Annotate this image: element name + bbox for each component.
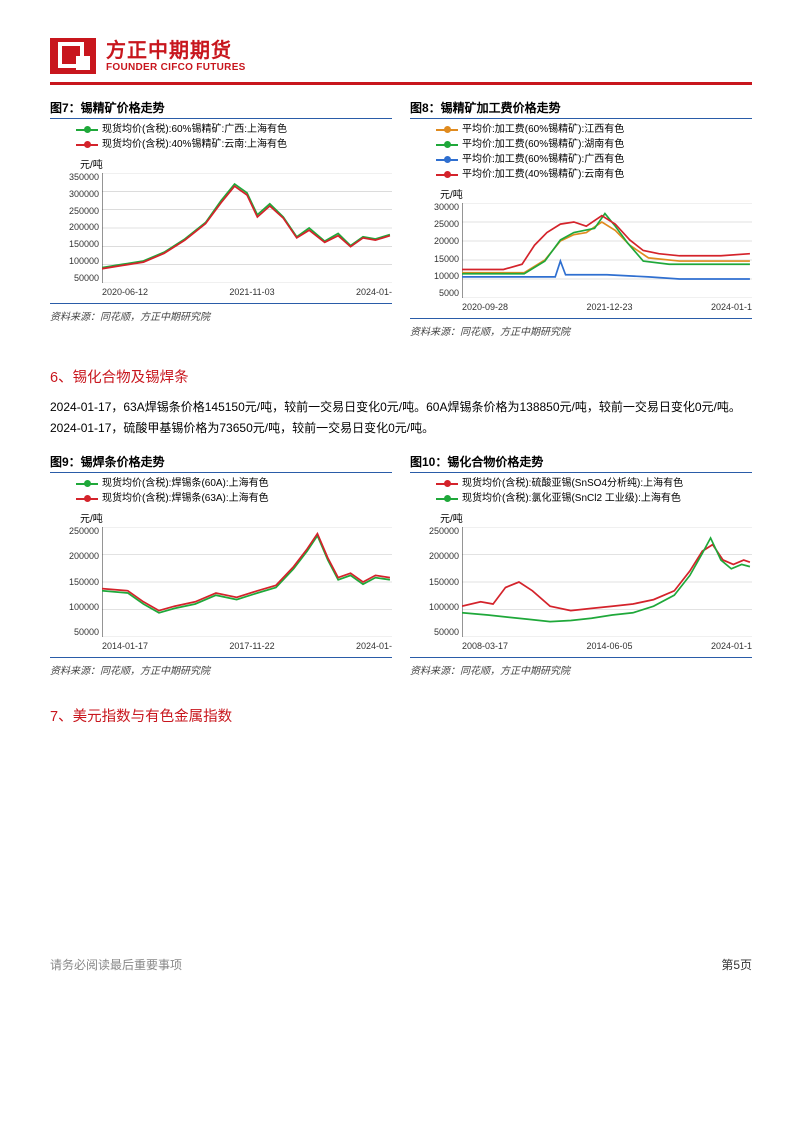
section-6-title: 6、锡化合物及锡焊条 — [50, 366, 752, 387]
fig10-legend: 现货均价(含税):硫酸亚锡(SnSO4分析纯):上海有色 现货均价(含税):氯化… — [410, 476, 752, 506]
header-divider — [50, 82, 752, 85]
fig10-legend-0: 现货均价(含税):硫酸亚锡(SnSO4分析纯):上海有色 — [462, 476, 683, 491]
fig8-title: 图8：锡精矿加工费价格走势 — [410, 99, 752, 116]
fig8-xaxis: 2020-09-282021-12-232024-01-1 — [410, 298, 752, 318]
fig7-legend-0: 现货均价(含税):60%锡精矿:广西:上海有色 — [102, 122, 287, 137]
figure-8: 图8：锡精矿加工费价格走势 平均价:加工费(60%锡精矿):江西有色 平均价:加… — [410, 99, 752, 356]
fig9-legend-1: 现货均价(含税):焊锡条(63A):上海有色 — [102, 491, 269, 506]
section-6-p1: 2024-01-17，63A焊锡条价格145150元/吨，较前一交易日变化0元/… — [50, 397, 752, 418]
footer-disclaimer: 请务必阅读最后重要事项 — [50, 956, 182, 973]
fig9-plot — [102, 527, 392, 637]
fig7-ylabel: 元/吨 — [50, 156, 392, 171]
fig8-legend-2: 平均价:加工费(60%锡精矿):广西有色 — [462, 152, 624, 167]
logo-cn: 方正中期期货 — [106, 40, 246, 62]
fig10-plot — [462, 527, 752, 637]
fig10-yaxis: 25000020000015000010000050000 — [410, 527, 462, 637]
figure-9: 图9：锡焊条价格走势 现货均价(含税):焊锡条(60A):上海有色 现货均价(含… — [50, 453, 392, 695]
section-6-body: 2024-01-17，63A焊锡条价格145150元/吨，较前一交易日变化0元/… — [50, 397, 752, 439]
fig7-title: 图7：锡精矿价格走势 — [50, 99, 392, 116]
footer-pagenum: 第5页 — [721, 956, 752, 973]
fig10-xaxis: 2008-03-172014-06-052024-01-1 — [410, 637, 752, 657]
fig7-legend: 现货均价(含税):60%锡精矿:广西:上海有色 现货均价(含税):40%锡精矿:… — [50, 122, 392, 152]
fig7-xaxis: 2020-06-122021-11-032024-01- — [50, 283, 392, 303]
fig9-yaxis: 25000020000015000010000050000 — [50, 527, 102, 637]
fig8-legend-0: 平均价:加工费(60%锡精矿):江西有色 — [462, 122, 624, 137]
fig9-legend-0: 现货均价(含税):焊锡条(60A):上海有色 — [102, 476, 269, 491]
fig9-title: 图9：锡焊条价格走势 — [50, 453, 392, 470]
figure-7: 图7：锡精矿价格走势 现货均价(含税):60%锡精矿:广西:上海有色 现货均价(… — [50, 99, 392, 356]
fig10-source: 资料来源：同花顺，方正中期研究院 — [410, 662, 752, 677]
fig7-source: 资料来源：同花顺，方正中期研究院 — [50, 308, 392, 323]
fig7-plot — [102, 173, 392, 283]
fig8-ylabel: 元/吨 — [410, 186, 752, 201]
logo-text: 方正中期期货 FOUNDER CIFCO FUTURES — [106, 40, 246, 73]
fig10-ylabel: 元/吨 — [410, 510, 752, 525]
fig8-legend-3: 平均价:加工费(40%锡精矿):云南有色 — [462, 167, 624, 182]
fig8-legend: 平均价:加工费(60%锡精矿):江西有色 平均价:加工费(60%锡精矿):湖南有… — [410, 122, 752, 182]
fig10-legend-1: 现货均价(含税):氯化亚锡(SnCl2 工业级):上海有色 — [462, 491, 681, 506]
fig9-ylabel: 元/吨 — [50, 510, 392, 525]
fig9-xaxis: 2014-01-172017-11-222024-01- — [50, 637, 392, 657]
page-footer: 请务必阅读最后重要事项 第5页 — [50, 956, 752, 973]
logo-en: FOUNDER CIFCO FUTURES — [106, 62, 246, 73]
fig8-source: 资料来源：同花顺，方正中期研究院 — [410, 323, 752, 338]
fig8-plot — [462, 203, 752, 298]
logo-icon — [50, 38, 96, 74]
fig9-source: 资料来源：同花顺，方正中期研究院 — [50, 662, 392, 677]
fig8-legend-1: 平均价:加工费(60%锡精矿):湖南有色 — [462, 137, 624, 152]
fig8-yaxis: 30000250002000015000100005000 — [410, 203, 462, 298]
section-7-title: 7、美元指数与有色金属指数 — [50, 705, 752, 726]
figure-10: 图10：锡化合物价格走势 现货均价(含税):硫酸亚锡(SnSO4分析纯):上海有… — [410, 453, 752, 695]
fig7-legend-1: 现货均价(含税):40%锡精矿:云南:上海有色 — [102, 137, 287, 152]
section-6-p2: 2024-01-17，硫酸甲基锡价格为73650元/吨，较前一交易日变化0元/吨… — [50, 418, 752, 439]
fig9-legend: 现货均价(含税):焊锡条(60A):上海有色 现货均价(含税):焊锡条(63A)… — [50, 476, 392, 506]
fig7-yaxis: 3500003000002500002000001500001000005000… — [50, 173, 102, 283]
report-header: 方正中期期货 FOUNDER CIFCO FUTURES — [50, 38, 752, 74]
fig10-title: 图10：锡化合物价格走势 — [410, 453, 752, 470]
